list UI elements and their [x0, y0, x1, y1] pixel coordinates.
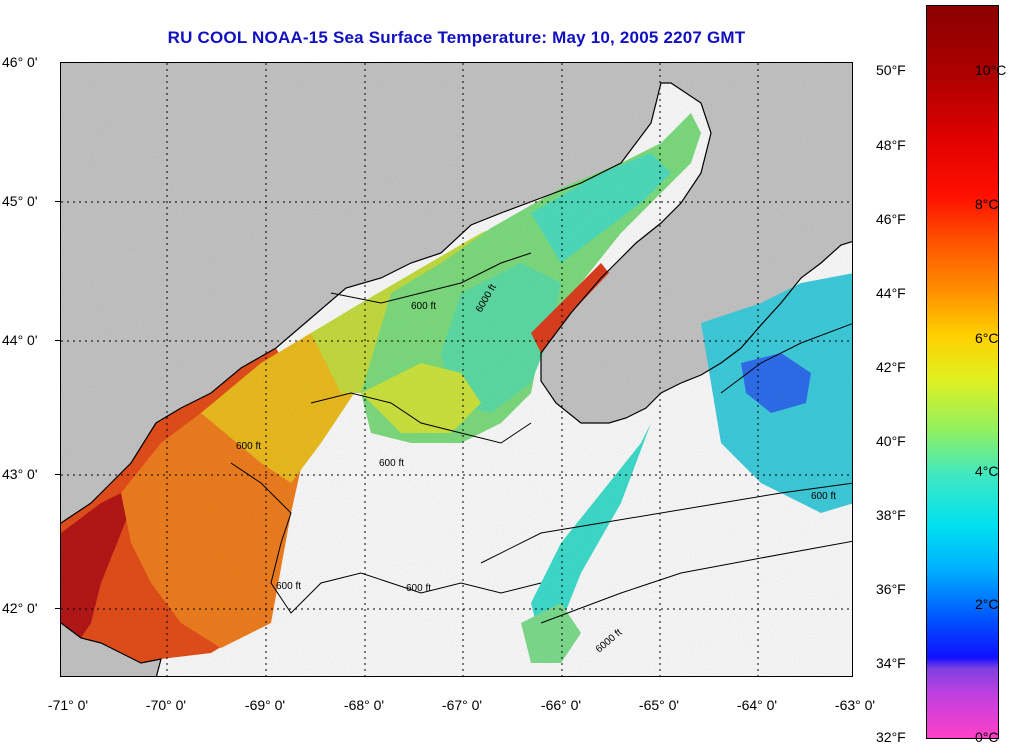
isobath-label-2: 600 ft: [236, 441, 261, 452]
colorbar-c-10: 10°C: [975, 62, 1007, 78]
isobath-label-4: 600 ft: [406, 583, 431, 594]
lon-label-65: -65° 0': [638, 697, 680, 713]
isobath-label-1: 600 ft: [411, 301, 436, 312]
colorbar-f-34: 34°F: [876, 655, 906, 671]
colorbar-f-50: 50°F: [876, 62, 906, 78]
colorbar-f-32: 32°F: [876, 729, 906, 745]
colorbar-c-8: 8°C: [975, 196, 999, 212]
lon-label-68: -68° 0': [343, 697, 385, 713]
isobath-600ft-e: [720, 323, 852, 394]
lat-label-44: 44° 0': [2, 332, 38, 348]
colorbar-c-6: 6°C: [975, 330, 999, 346]
lat-label-43: 43° 0': [2, 466, 38, 482]
colorbar-c-0: 0°C: [975, 729, 999, 745]
lon-label-64: -64° 0': [736, 697, 778, 713]
lon-label-67: -67° 0': [441, 697, 483, 713]
colorbar-c-4: 4°C: [975, 463, 999, 479]
sst-map-canvas: 600 ft 600 ft 600 ft 600 ft 600 ft 600 f…: [61, 63, 852, 676]
lat-label-46: 46° 0': [2, 54, 38, 70]
isobath-600ft-a: [230, 462, 542, 614]
map-title: RU COOL NOAA-15 Sea Surface Temperature:…: [167, 28, 746, 47]
satellite-texture: [61, 63, 852, 676]
lon-label-70: -70° 0': [145, 697, 187, 713]
isobath-label-5: 600 ft: [379, 458, 404, 469]
isobath-600ft-b: [310, 392, 532, 444]
colorbar-f-44: 44°F: [876, 285, 906, 301]
lat-tick: [55, 340, 60, 341]
lat-tick: [55, 474, 60, 475]
isobath-6000ft: [540, 540, 852, 624]
colorbar-f-48: 48°F: [876, 137, 906, 153]
colorbar-f-46: 46°F: [876, 211, 906, 227]
colorbar-f-36: 36°F: [876, 581, 906, 597]
sst-map: 600 ft 600 ft 600 ft 600 ft 600 ft 600 f…: [60, 62, 853, 677]
isobath-label-6: 600 ft: [811, 491, 836, 502]
lon-label-66: -66° 0': [540, 697, 582, 713]
isobath-600ft-c: [330, 252, 532, 304]
lat-label-45: 45° 0': [2, 193, 38, 209]
colorbar-f-40: 40°F: [876, 433, 906, 449]
coastline-cape-cod: [61, 622, 162, 676]
lat-tick: [55, 201, 60, 202]
graticule: [61, 63, 852, 676]
lon-label-69: -69° 0': [244, 697, 286, 713]
colorbar-f-42: 42°F: [876, 359, 906, 375]
isobath-600ft-d: [480, 482, 852, 564]
colorbar-f-38: 38°F: [876, 507, 906, 523]
colorbar-c-2: 2°C: [975, 596, 999, 612]
isobath-label-3: 600 ft: [276, 581, 301, 592]
lat-tick: [55, 608, 60, 609]
lon-label-71: -71° 0': [47, 697, 89, 713]
lon-label-63: -63° 0': [834, 697, 876, 713]
coastline: [61, 82, 852, 524]
lat-label-42: 42° 0': [2, 600, 38, 616]
temperature-colorbar: [926, 5, 999, 739]
